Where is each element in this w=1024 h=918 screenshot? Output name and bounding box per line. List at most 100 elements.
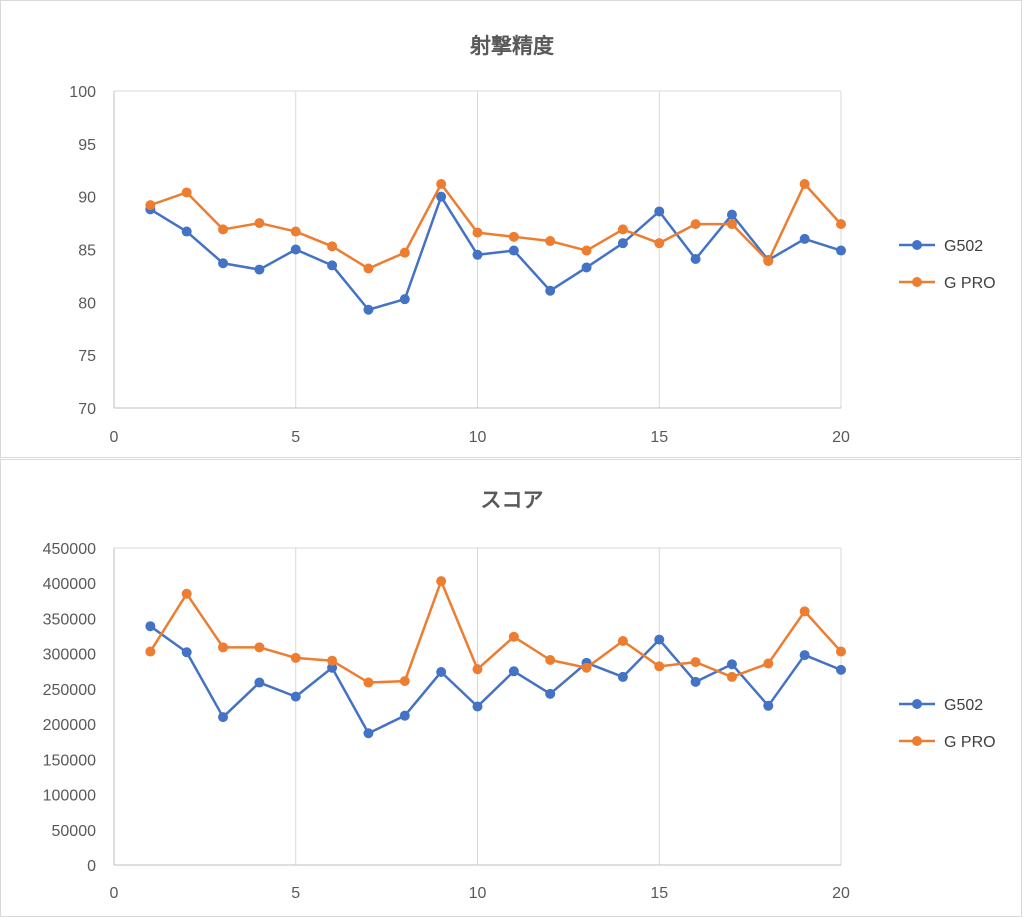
accuracy-series-line-g502 bbox=[149, 195, 842, 311]
score-point-g-pro bbox=[799, 606, 810, 617]
accuracy-y-tick-label: 80 bbox=[78, 295, 96, 312]
score-point-g502 bbox=[617, 671, 628, 682]
score-point-g-pro bbox=[399, 676, 410, 687]
accuracy-point-g-pro bbox=[836, 219, 846, 230]
accuracy-point-g-pro bbox=[436, 178, 447, 189]
score-point-g-pro bbox=[254, 642, 265, 653]
score-x-tick-label: 0 bbox=[110, 885, 119, 902]
accuracy-legend-item-g502: G502 bbox=[899, 238, 983, 255]
score-point-g-pro bbox=[508, 631, 519, 642]
score-point-g-pro bbox=[763, 658, 774, 669]
score-x-tick-label: 10 bbox=[469, 885, 487, 902]
score-chart-title: スコア bbox=[481, 488, 544, 512]
score-point-g502 bbox=[327, 662, 338, 673]
accuracy-legend-label-g-pro: G PRO bbox=[944, 275, 996, 292]
score-legend-label-g502: G502 bbox=[944, 697, 983, 714]
accuracy-x-tick-label: 5 bbox=[291, 429, 300, 446]
accuracy-legend-label-g502: G502 bbox=[944, 238, 983, 255]
accuracy-chart: 射撃精度 0 5 10 15 20 70 75 80 85 90 95 100 G502 G PRO bbox=[69, 34, 996, 446]
score-chart-panel: スコア 0 5 10 15 20 0 50000 100000 150000 200000 25000… bbox=[0, 459, 1022, 917]
accuracy-point-g-pro bbox=[181, 187, 192, 198]
accuracy-point-g-pro bbox=[290, 226, 301, 237]
score-y-tick-label: 200000 bbox=[43, 717, 96, 734]
accuracy-x-tick-label: 20 bbox=[832, 429, 850, 446]
accuracy-legend-marker-g-pro bbox=[912, 277, 922, 287]
accuracy-y-tick-label: 70 bbox=[78, 401, 96, 418]
score-point-g-pro bbox=[617, 635, 628, 646]
score-point-g-pro bbox=[436, 576, 447, 587]
score-y-tick-label: 450000 bbox=[43, 541, 96, 558]
accuracy-y-tick-label: 95 bbox=[78, 137, 96, 154]
accuracy-point-g502 bbox=[508, 245, 519, 256]
accuracy-point-g-pro bbox=[763, 256, 774, 267]
score-point-g-pro bbox=[690, 657, 701, 668]
score-point-g502 bbox=[799, 650, 810, 661]
accuracy-point-g-pro bbox=[617, 224, 628, 235]
score-point-g-pro bbox=[327, 655, 338, 666]
score-point-g502 bbox=[508, 666, 519, 677]
accuracy-point-g-pro bbox=[654, 238, 665, 249]
score-point-g502 bbox=[690, 676, 701, 687]
accuracy-point-g502 bbox=[654, 206, 665, 217]
score-x-tick-label: 5 bbox=[291, 885, 300, 902]
score-point-g-pro bbox=[545, 655, 556, 666]
accuracy-legend-item-g-pro: G PRO bbox=[899, 275, 996, 292]
accuracy-point-g-pro bbox=[690, 219, 701, 230]
accuracy-point-g502 bbox=[363, 304, 374, 315]
score-y-tick-label: 350000 bbox=[43, 611, 96, 628]
score-y-tick-label: 300000 bbox=[43, 647, 96, 664]
score-y-tick-label: 100000 bbox=[43, 788, 96, 805]
accuracy-point-g502 bbox=[290, 244, 301, 255]
score-point-g502 bbox=[654, 634, 665, 645]
score-point-g502 bbox=[836, 664, 846, 675]
accuracy-chart-title: 射撃精度 bbox=[469, 34, 554, 58]
score-legend-item-g502: G502 bbox=[899, 697, 983, 714]
score-point-g502 bbox=[545, 688, 556, 699]
score-point-g502 bbox=[472, 701, 483, 712]
accuracy-point-g502 bbox=[836, 245, 846, 256]
accuracy-x-tick-label: 10 bbox=[469, 429, 487, 446]
accuracy-point-g502 bbox=[581, 262, 592, 273]
accuracy-legend-marker-g502 bbox=[912, 240, 922, 250]
score-series-line-g-pro bbox=[149, 579, 842, 684]
score-legend-label-g-pro: G PRO bbox=[944, 734, 996, 751]
accuracy-point-g-pro bbox=[218, 224, 229, 235]
accuracy-point-g-pro bbox=[726, 219, 737, 230]
accuracy-series-line-g-pro bbox=[149, 182, 842, 270]
score-point-g-pro bbox=[836, 646, 846, 657]
accuracy-point-g-pro bbox=[327, 241, 338, 252]
score-point-g-pro bbox=[472, 664, 483, 675]
score-chart: スコア 0 5 10 15 20 0 50000 100000 150000 200000 25000… bbox=[43, 488, 996, 902]
score-legend-marker-g-pro bbox=[912, 736, 922, 746]
accuracy-point-g502 bbox=[472, 249, 483, 260]
accuracy-y-tick-label: 100 bbox=[69, 84, 96, 101]
accuracy-point-g-pro bbox=[363, 263, 374, 274]
accuracy-point-g502 bbox=[327, 260, 338, 271]
score-y-tick-label: 150000 bbox=[43, 752, 96, 769]
accuracy-point-g502 bbox=[399, 294, 410, 305]
accuracy-point-g502 bbox=[799, 233, 810, 244]
score-point-g502 bbox=[436, 666, 447, 677]
accuracy-point-g502 bbox=[726, 209, 737, 220]
score-point-g-pro bbox=[654, 661, 665, 672]
score-point-g-pro bbox=[290, 652, 301, 663]
accuracy-point-g502 bbox=[690, 254, 701, 265]
score-x-tick-label: 20 bbox=[832, 885, 850, 902]
score-point-g-pro bbox=[181, 588, 192, 599]
score-y-tick-label: 50000 bbox=[52, 823, 97, 840]
score-point-g502 bbox=[145, 621, 156, 632]
accuracy-point-g-pro bbox=[254, 218, 265, 229]
score-point-g502 bbox=[290, 691, 301, 702]
score-x-tick-label: 15 bbox=[650, 885, 668, 902]
score-y-tick-label: 250000 bbox=[43, 682, 96, 699]
accuracy-y-tick-label: 85 bbox=[78, 243, 96, 260]
accuracy-point-g-pro bbox=[799, 178, 810, 189]
accuracy-point-g502 bbox=[436, 191, 447, 202]
accuracy-x-tick-label: 15 bbox=[650, 429, 668, 446]
score-legend-item-g-pro: G PRO bbox=[899, 734, 996, 751]
accuracy-y-tick-label: 90 bbox=[78, 190, 96, 207]
score-point-g-pro bbox=[581, 662, 592, 673]
accuracy-point-g502 bbox=[254, 264, 265, 275]
accuracy-point-g-pro bbox=[508, 231, 519, 242]
accuracy-chart-panel: 射撃精度 0 5 10 15 20 70 75 80 85 90 95 100 G502 G PRO bbox=[0, 0, 1022, 458]
